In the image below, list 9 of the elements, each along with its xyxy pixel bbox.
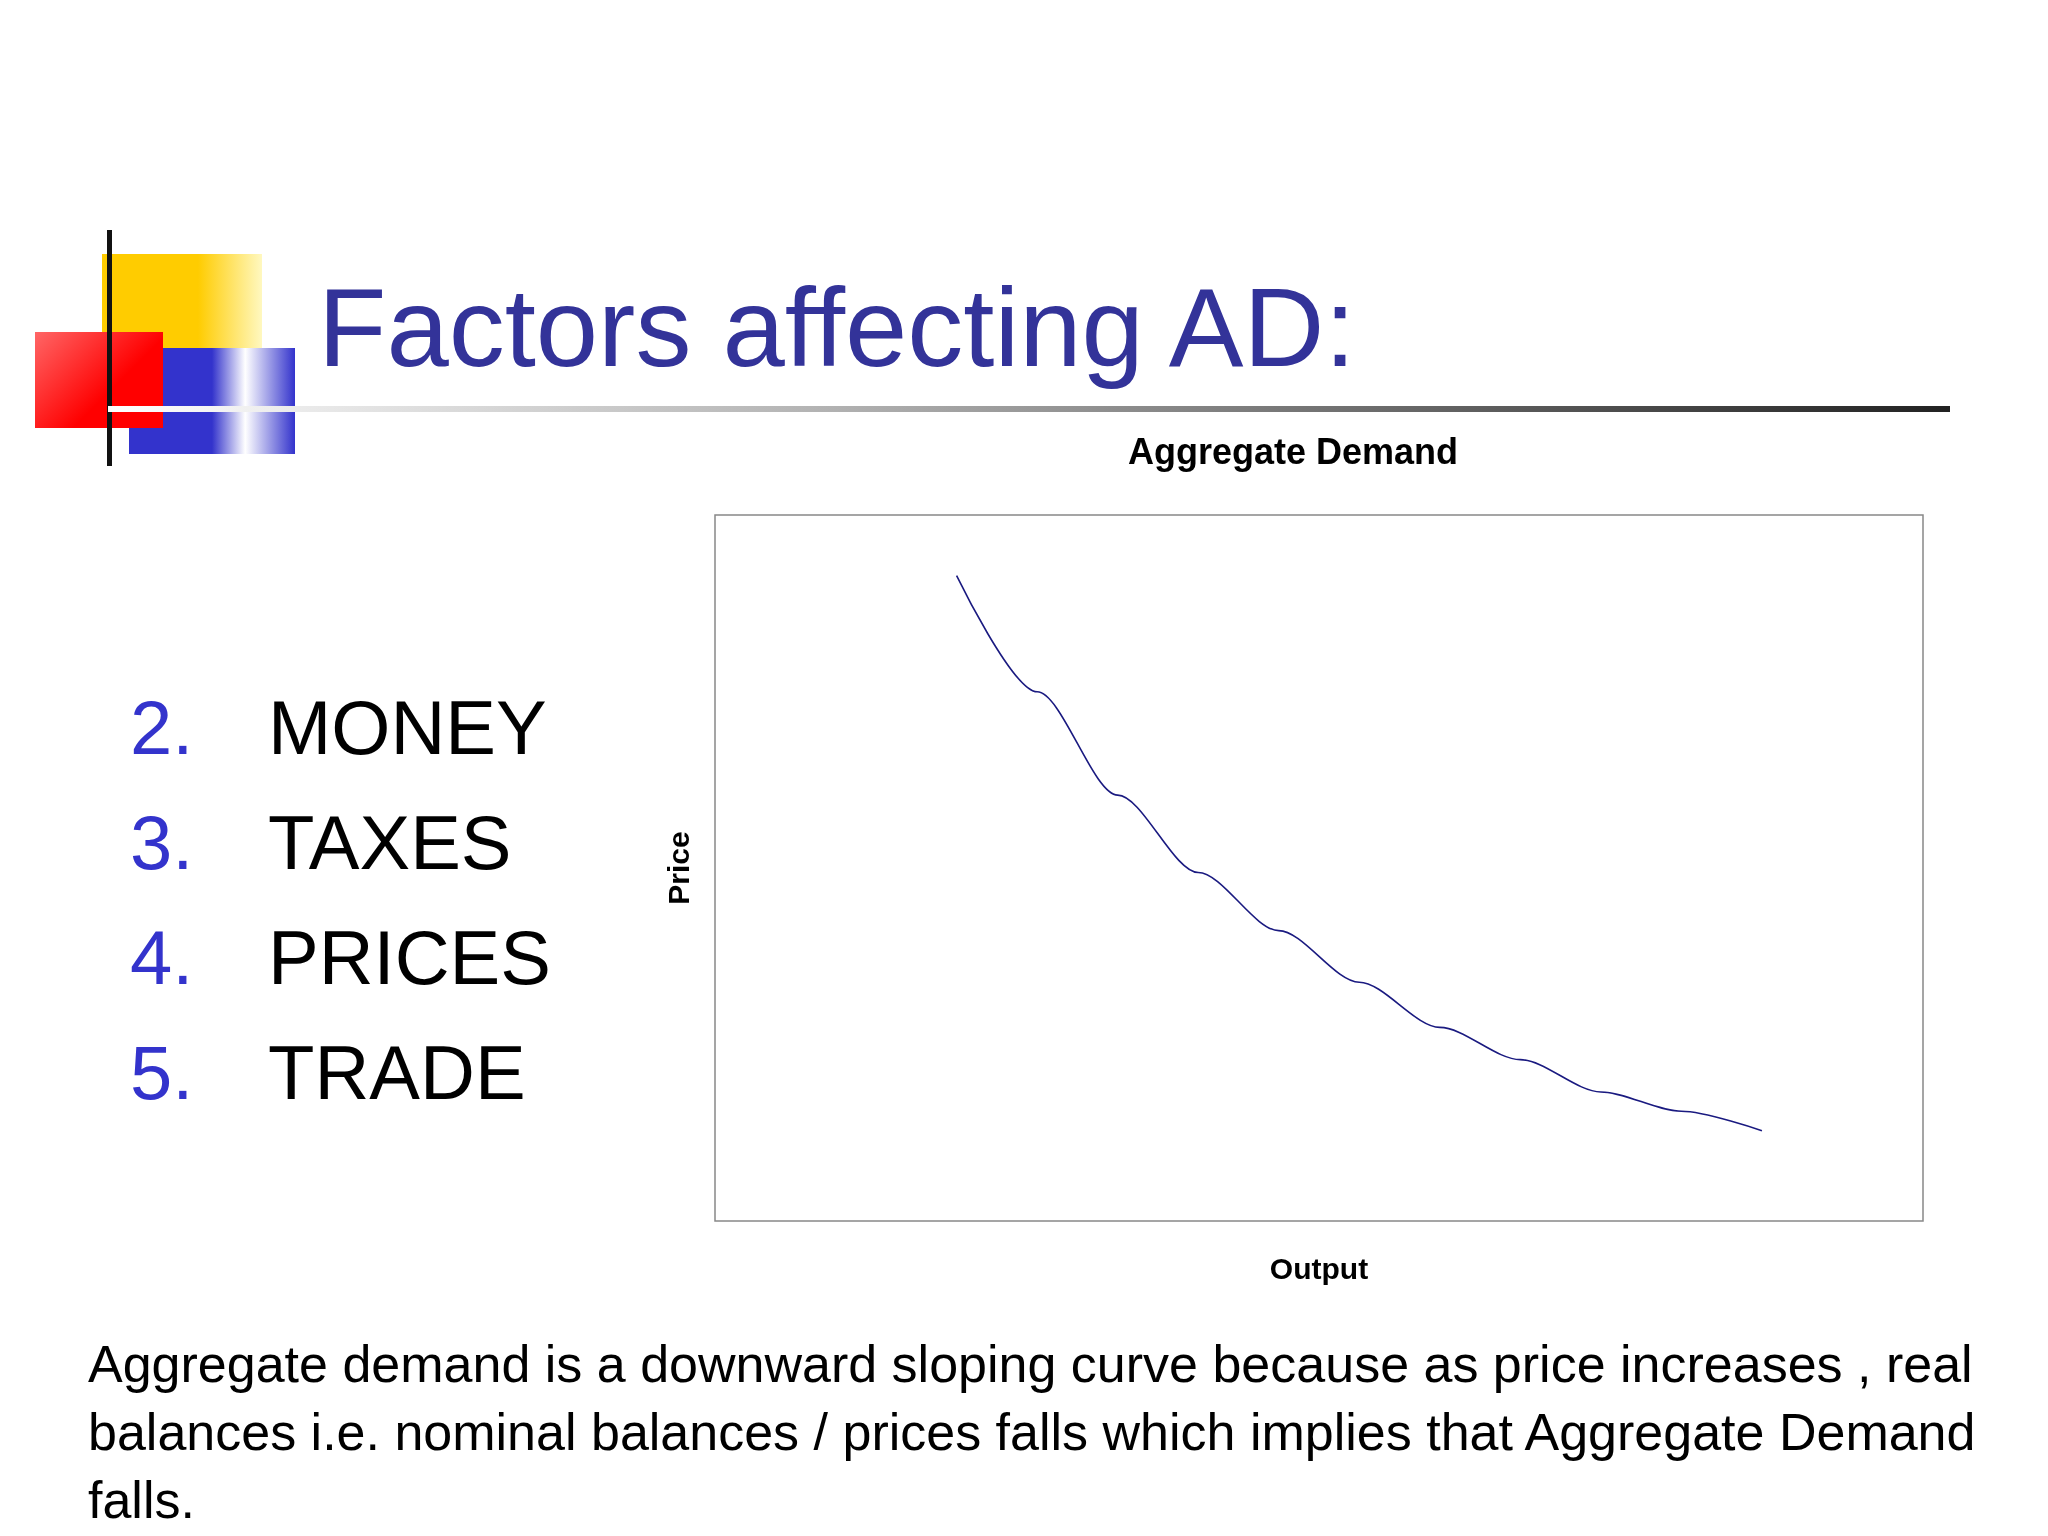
chart-subtitle: Aggregate Demand [1127, 430, 1459, 472]
text: 5. TRADE [130, 1029, 526, 1117]
text: 3. TAXES [130, 799, 512, 887]
text: 4. PRICES [130, 914, 551, 1002]
chart-title: Factors affecting AD: [318, 264, 1356, 392]
text: Aggregate demand is a downward sloping curve because as price increases , real balances i.e. nominal balances / prices falls which implies that Aggregate Demand falls. [88, 1334, 1977, 1531]
x-axis-title: Output [1269, 1251, 1369, 1285]
y-axis-title: Price [661, 831, 695, 905]
text: 2. MONEY [130, 684, 547, 772]
